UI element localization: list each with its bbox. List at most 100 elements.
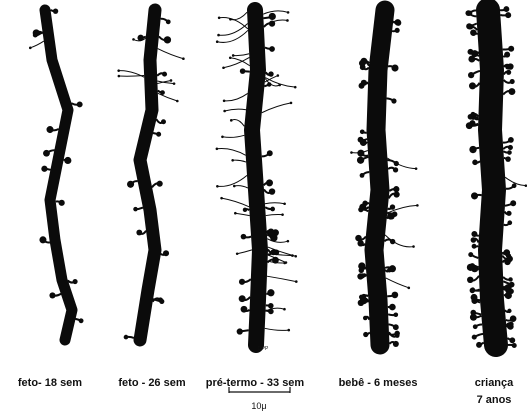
spine-head (465, 122, 473, 130)
spine-head (393, 160, 399, 167)
panel-label: pré-termo - 33 sem (206, 377, 305, 389)
spine-head (509, 79, 515, 85)
spine-head (471, 334, 477, 340)
credit: DPP (258, 346, 269, 352)
dendrite-shaft (476, 0, 508, 357)
spine-head (240, 233, 247, 240)
spine (385, 277, 409, 289)
spine-head (270, 234, 278, 242)
spine-head (357, 149, 365, 157)
spine-head (270, 206, 276, 212)
spine-head (217, 16, 221, 20)
spine-head (466, 263, 475, 271)
spine-head (393, 191, 400, 198)
dendrite-shaft (364, 0, 395, 355)
spine-head (137, 34, 144, 42)
panel-label: feto- 18 sem (18, 377, 82, 389)
spine-head (511, 183, 517, 189)
spine-head (507, 220, 513, 226)
spine (351, 150, 369, 154)
spine (224, 93, 248, 102)
spine-head (395, 19, 402, 26)
spine-head (229, 119, 233, 122)
spine-head (506, 210, 512, 216)
spine-head (268, 302, 274, 309)
spine-head (359, 173, 365, 178)
spine (384, 234, 414, 248)
spine-head (414, 167, 418, 170)
spine-head (392, 167, 399, 173)
spine-head (287, 328, 291, 332)
spine-head (52, 8, 59, 14)
spine-head (132, 38, 135, 41)
spine (217, 174, 248, 187)
spine-head (236, 328, 243, 335)
spine-head (215, 40, 219, 44)
dendrite-shaft (39, 4, 78, 346)
spine-head (355, 234, 362, 242)
spine-head (508, 137, 514, 143)
spine-head (469, 313, 477, 321)
spine-head (394, 27, 400, 33)
spine-head (506, 69, 512, 75)
spine-head (268, 71, 274, 77)
spine (218, 23, 249, 36)
spine-head (508, 321, 514, 327)
spine (157, 80, 175, 85)
dendrite-shaft (244, 2, 268, 353)
spine-head (360, 297, 368, 305)
spine-head (160, 90, 165, 95)
spine-head (465, 10, 472, 17)
spine (504, 176, 526, 187)
spine-head (268, 12, 276, 21)
spine-head (294, 280, 298, 283)
spine-head (169, 79, 173, 82)
spine-head (471, 50, 479, 58)
spine-head (358, 267, 365, 274)
spine-head (165, 19, 171, 25)
spine-head (469, 145, 477, 154)
spine-head (468, 55, 476, 63)
spine-head (286, 239, 290, 243)
spine-head (294, 254, 298, 258)
spine-head (357, 136, 364, 143)
spine (219, 16, 249, 30)
spine-head (510, 200, 517, 207)
spine (118, 70, 145, 78)
spine-head (269, 46, 275, 52)
spine-head (78, 318, 84, 324)
spine-head (407, 286, 411, 290)
spine (233, 53, 250, 57)
spine-head (392, 340, 399, 347)
spine-head (267, 228, 275, 236)
spine-head (470, 237, 477, 243)
spine-head (281, 213, 284, 216)
spine-head (228, 56, 232, 60)
spine-head (49, 292, 56, 299)
spine-head (123, 334, 129, 340)
spine-head (362, 315, 368, 321)
spine-head (293, 85, 297, 89)
spine-head (242, 207, 248, 213)
spine (265, 307, 285, 312)
spine-head (39, 236, 47, 244)
spine-head (389, 238, 396, 245)
spine (157, 48, 184, 60)
spine-head (507, 150, 512, 155)
spine-head (468, 82, 477, 90)
spine-head (216, 184, 219, 188)
spine-head (41, 165, 48, 172)
spine-head (503, 6, 510, 13)
spine (264, 202, 285, 205)
spine (266, 275, 297, 283)
spine-head (156, 180, 163, 187)
spine-head (509, 315, 517, 323)
spine-head (505, 253, 512, 259)
spine-head (470, 192, 479, 200)
spine-head (470, 287, 476, 293)
spine-head (265, 179, 274, 187)
spine (217, 29, 249, 43)
spine-head (238, 295, 246, 303)
spine-head (504, 258, 511, 266)
